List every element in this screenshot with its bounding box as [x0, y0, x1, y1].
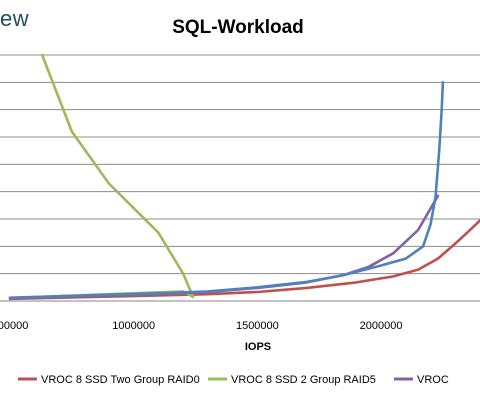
- x-axis-label: IOPS: [245, 341, 271, 353]
- legend-label-2: VROC: [417, 374, 449, 386]
- x-axis-ticks: 500000 1000000 1500000 2000000: [0, 320, 402, 332]
- x-tick-label-1: 1000000: [112, 320, 155, 332]
- chart-title: SQL-Workload: [172, 17, 304, 38]
- x-tick-label-2: 1500000: [236, 320, 279, 332]
- legend-label-1: VROC 8 SSD 2 Group RAID5: [231, 374, 376, 386]
- plot-series: [8, 53, 480, 301]
- series-line-3: [8, 81, 445, 299]
- gridlines: [0, 54, 480, 302]
- legend: VROC 8 SSD Two Group RAID0 VROC 8 SSD 2 G…: [18, 374, 449, 386]
- legend-label-0: VROC 8 SSD Two Group RAID0: [41, 374, 200, 386]
- brand-logo-text: ew: [0, 6, 30, 31]
- series-line-1: [8, 53, 195, 300]
- x-tick-label-0: 500000: [0, 320, 28, 332]
- x-tick-label-3: 2000000: [360, 320, 403, 332]
- series-line-2: [8, 194, 440, 300]
